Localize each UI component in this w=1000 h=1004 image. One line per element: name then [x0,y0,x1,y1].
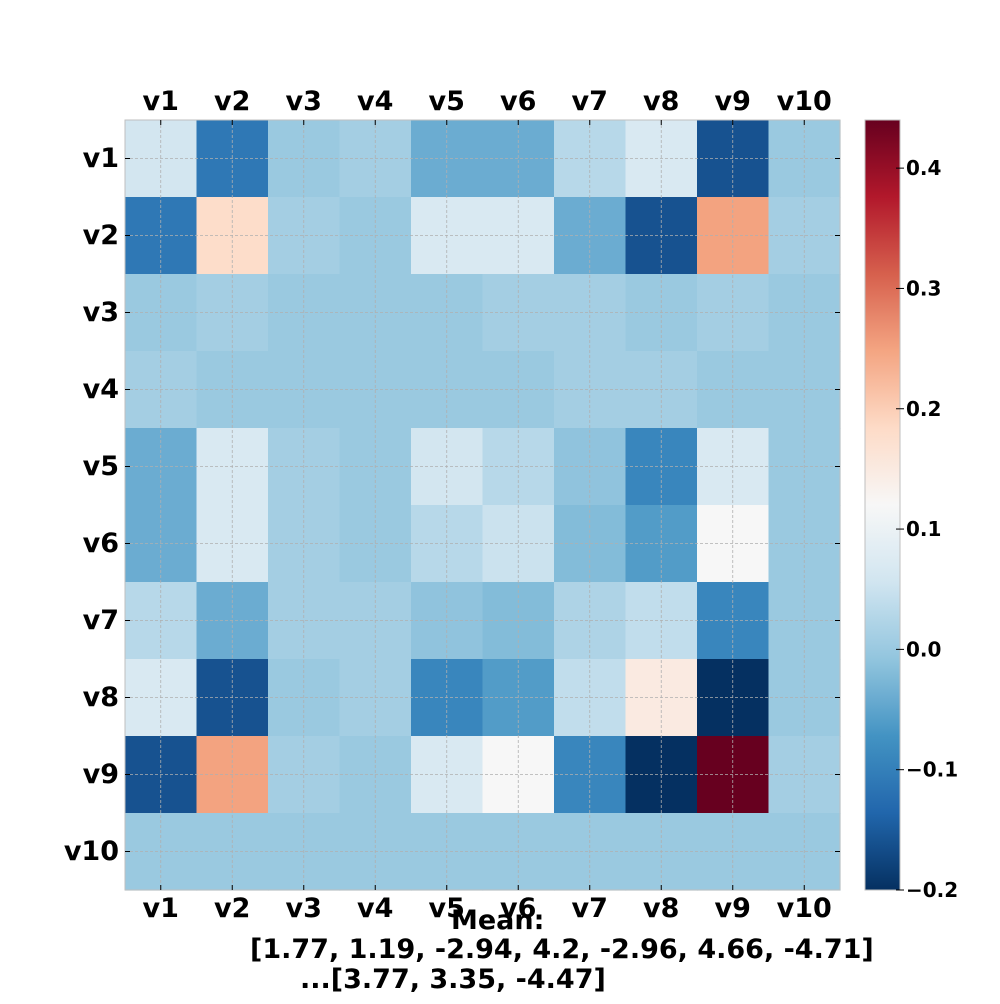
y-tick-label-v2: v2 [83,220,119,251]
x-tick-label-bottom-v4: v4 [357,893,393,924]
x-tick-label-bottom-v10: v10 [777,893,832,924]
y-tick-label-v5: v5 [83,451,119,482]
x-tick-label-bottom-v1: v1 [143,893,179,924]
x-tick-label-top-v4: v4 [357,86,393,117]
x-tick-label-top-v3: v3 [286,86,322,117]
y-tick-label-v3: v3 [83,297,119,328]
y-tick-label-v1: v1 [83,143,119,174]
x-tick-label-top-v5: v5 [429,86,465,117]
x-tick-label-top-v1: v1 [143,86,179,117]
y-tick-label-v10: v10 [64,836,119,867]
x-tick-label-bottom-v9: v9 [715,893,751,924]
y-tick-label-v4: v4 [83,374,119,405]
colorbar-tick-label-3: 0.1 [906,517,941,541]
x-tick-label-top-v9: v9 [715,86,751,117]
x-tick-label-top-v10: v10 [777,86,832,117]
y-tick-label-v7: v7 [83,605,119,636]
y-tick-label-v6: v6 [83,528,119,559]
x-tick-label-top-v6: v6 [500,86,536,117]
annotation-line-2: [1.77, 1.19, -2.94, 4.2, -2.96, 4.66, -4… [250,934,874,965]
colorbar-tick-label-6: 0.4 [906,156,941,180]
colorbar [864,119,901,891]
annotation-line-1: Mean: [451,905,545,936]
colorbar-tick-label-4: 0.2 [906,397,941,421]
x-tick-label-bottom-v8: v8 [643,893,679,924]
colorbar-tick-label-5: 0.3 [906,276,941,300]
colorbar-tick-label-2: 0.0 [906,637,941,661]
colorbar-tick-label-0: −0.2 [906,878,958,902]
x-tick-label-top-v8: v8 [643,86,679,117]
x-tick-label-bottom-v6: v6 [500,893,536,924]
x-tick-label-bottom-v7: v7 [572,893,608,924]
annotation-line-3: ...[3.77, 3.35, -4.47] [300,964,606,995]
plot-frame [124,119,841,891]
colorbar-tick-label-1: −0.1 [906,758,958,782]
x-tick-label-bottom-v2: v2 [214,893,250,924]
y-tick-label-v8: v8 [83,682,119,713]
x-tick-label-bottom-v3: v3 [286,893,322,924]
y-tick-label-v9: v9 [83,759,119,790]
x-tick-label-top-v2: v2 [214,86,250,117]
x-tick-label-bottom-v5: v5 [429,893,465,924]
x-tick-label-top-v7: v7 [572,86,608,117]
